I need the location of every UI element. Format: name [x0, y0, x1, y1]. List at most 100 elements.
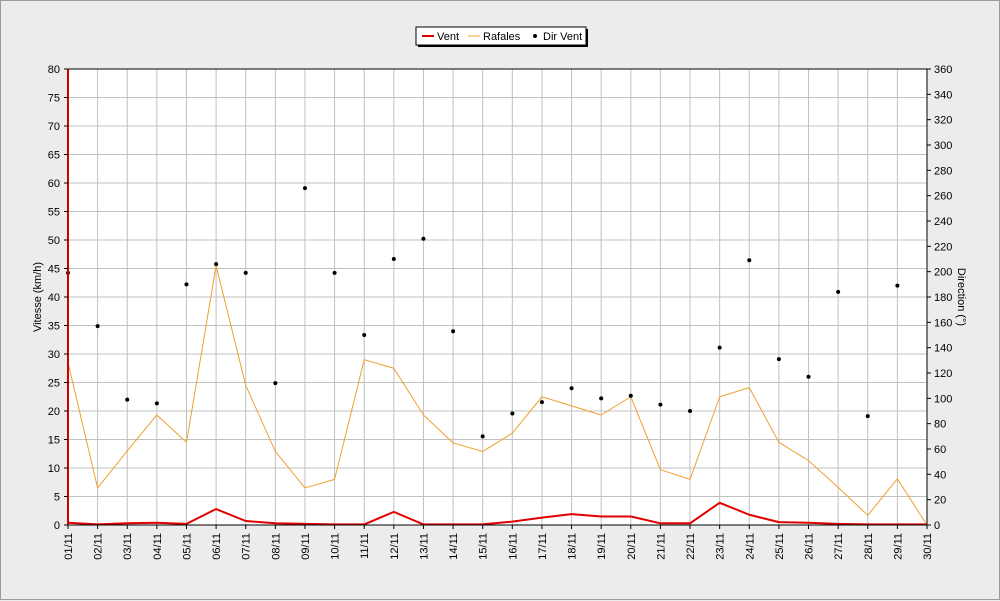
series-line-vent [67, 501, 927, 526]
legend: Vent Rafales Dir Vent [415, 26, 588, 47]
y-tick-label: 35 [48, 321, 60, 333]
y-tick-label: 50 [48, 235, 60, 247]
x-tick-label: 09/11 [300, 533, 312, 560]
point-dir-vent [865, 414, 870, 419]
point-dir-vent [539, 400, 544, 405]
point-dir-vent [332, 270, 337, 275]
y-tick-label: 70 [48, 121, 60, 133]
y2-tick-label: 60 [934, 444, 946, 456]
legend-label-dir-vent: Dir Vent [543, 31, 582, 43]
y2-tick-label: 160 [934, 317, 952, 329]
y-tick-label: 60 [48, 178, 60, 190]
point-dir-vent [658, 402, 663, 407]
point-dir-vent [421, 236, 426, 241]
x-tick-label: 24/11 [744, 533, 756, 560]
legend-label-rafales: Rafales [483, 31, 521, 43]
x-tick-label: 12/11 [389, 533, 401, 560]
x-tick-label: 14/11 [448, 533, 460, 560]
x-tick-label: 05/11 [181, 533, 193, 560]
y2-tick-label: 200 [934, 267, 952, 279]
y2-tick-label: 360 [934, 64, 952, 76]
point-dir-vent [184, 282, 189, 287]
y-tick-label: 25 [48, 378, 60, 390]
y-tick-label: 30 [48, 349, 60, 361]
y2-axis-title: Direction (°) [955, 268, 967, 326]
x-tick-label: 01/11 [63, 533, 75, 560]
x-tick-label: 26/11 [804, 533, 816, 560]
x-tick-label: 16/11 [507, 533, 519, 560]
point-dir-vent [806, 374, 811, 379]
point-dir-vent [895, 283, 900, 288]
x-tick-label: 06/11 [211, 533, 223, 560]
x-tick-label: 25/11 [774, 533, 786, 560]
x-tick-label: 17/11 [537, 533, 549, 560]
x-axis-ticks: 01/11 02/11 03/11 04/11 05/11 06/11 07/11 08/11… [63, 525, 934, 560]
x-tick-label: 08/11 [270, 533, 282, 560]
y2-tick-label: 240 [934, 216, 952, 228]
y2-tick-label: 340 [934, 89, 952, 101]
y-axis-title: Vitesse (km/h) [32, 262, 44, 332]
y-tick-label: 20 [48, 406, 60, 418]
y2-tick-label: 280 [934, 165, 952, 177]
y-tick-label: 55 [48, 207, 60, 219]
y2-tick-label: 80 [934, 419, 946, 431]
y2-tick-label: 300 [934, 140, 952, 152]
x-tick-label: 02/11 [93, 533, 105, 560]
point-dir-vent [480, 434, 485, 439]
legend-swatch-dir-vent [533, 34, 537, 38]
point-dir-vent [154, 401, 159, 406]
point-dir-vent [273, 381, 278, 386]
point-dir-vent [510, 411, 515, 416]
point-dir-vent [243, 270, 248, 275]
y-tick-label: 15 [48, 435, 60, 447]
y-axis-ticks: 0 5 10 15 20 25 30 35 40 45 50 55 60 65 70 75 80 [48, 64, 68, 532]
y2-tick-label: 0 [934, 520, 940, 532]
series-rafales [67, 265, 928, 526]
x-tick-label: 18/11 [567, 533, 579, 560]
y2-tick-label: 120 [934, 368, 952, 380]
x-tick-label: 20/11 [626, 533, 638, 560]
x-tick-label: 22/11 [685, 533, 697, 560]
y2-tick-label: 220 [934, 241, 952, 253]
point-dir-vent [569, 386, 574, 391]
point-dir-vent [95, 324, 100, 329]
point-dir-vent [125, 397, 130, 402]
legend-box [415, 26, 587, 46]
x-tick-label: 13/11 [418, 533, 430, 560]
point-dir-vent [836, 289, 841, 294]
series-dir-vent [66, 186, 900, 439]
y-tick-label: 80 [48, 64, 60, 76]
x-tick-label: 28/11 [863, 533, 875, 560]
y-tick-label: 5 [54, 492, 60, 504]
x-tick-label: 23/11 [715, 533, 727, 560]
point-dir-vent [391, 257, 396, 261]
point-dir-vent [451, 329, 456, 334]
y2-tick-label: 180 [934, 292, 952, 304]
point-dir-vent [362, 333, 367, 337]
y-tick-label: 45 [48, 264, 60, 276]
series-vent [67, 501, 927, 526]
y-tick-label: 0 [54, 520, 60, 532]
x-tick-label: 03/11 [122, 533, 134, 560]
x-tick-label: 29/11 [892, 533, 904, 560]
point-dir-vent [717, 345, 722, 350]
x-tick-label: 11/11 [359, 533, 371, 559]
point-dir-vent [628, 393, 633, 398]
y2-tick-label: 140 [934, 343, 952, 355]
point-dir-vent [302, 186, 307, 191]
y2-axis-ticks: 0 20 40 60 80 100 120 140 160 180 200 220 240 260 280 3… [927, 64, 952, 532]
x-tick-label: 21/11 [655, 533, 667, 560]
point-dir-vent [599, 396, 604, 401]
y2-tick-label: 100 [934, 393, 952, 405]
point-dir-vent [747, 258, 752, 263]
x-tick-label: 19/11 [596, 533, 608, 560]
x-tick-label: 07/11 [241, 533, 253, 560]
legend-label-vent: Vent [437, 31, 459, 43]
series-line-rafales [67, 265, 928, 526]
y2-tick-label: 20 [934, 495, 946, 507]
point-dir-vent [688, 409, 693, 413]
y-tick-label: 40 [48, 292, 60, 304]
point-dir-vent [776, 357, 781, 362]
y-tick-label: 65 [48, 150, 60, 162]
